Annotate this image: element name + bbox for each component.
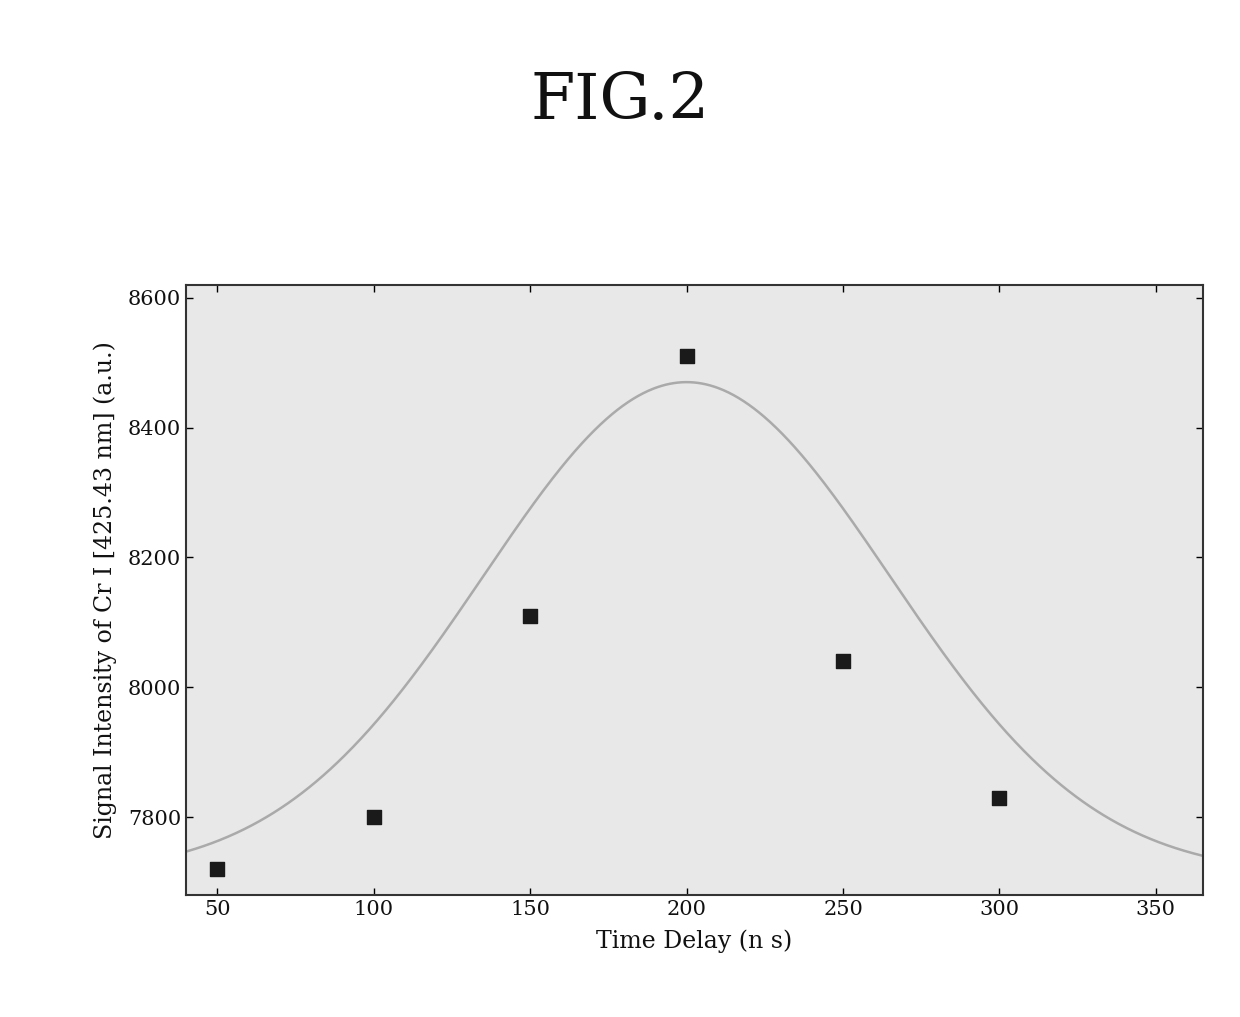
Point	[833, 653, 853, 669]
Text: FIG.2: FIG.2	[531, 71, 709, 132]
Y-axis label: Signal Intensity of Cr I [425.43 nm] (a.u.): Signal Intensity of Cr I [425.43 nm] (a.…	[93, 341, 117, 839]
X-axis label: Time Delay (n s): Time Delay (n s)	[596, 930, 792, 954]
Point	[207, 860, 227, 877]
Point	[677, 348, 697, 364]
Point	[363, 809, 383, 825]
Point	[990, 789, 1009, 805]
Point	[521, 608, 541, 624]
